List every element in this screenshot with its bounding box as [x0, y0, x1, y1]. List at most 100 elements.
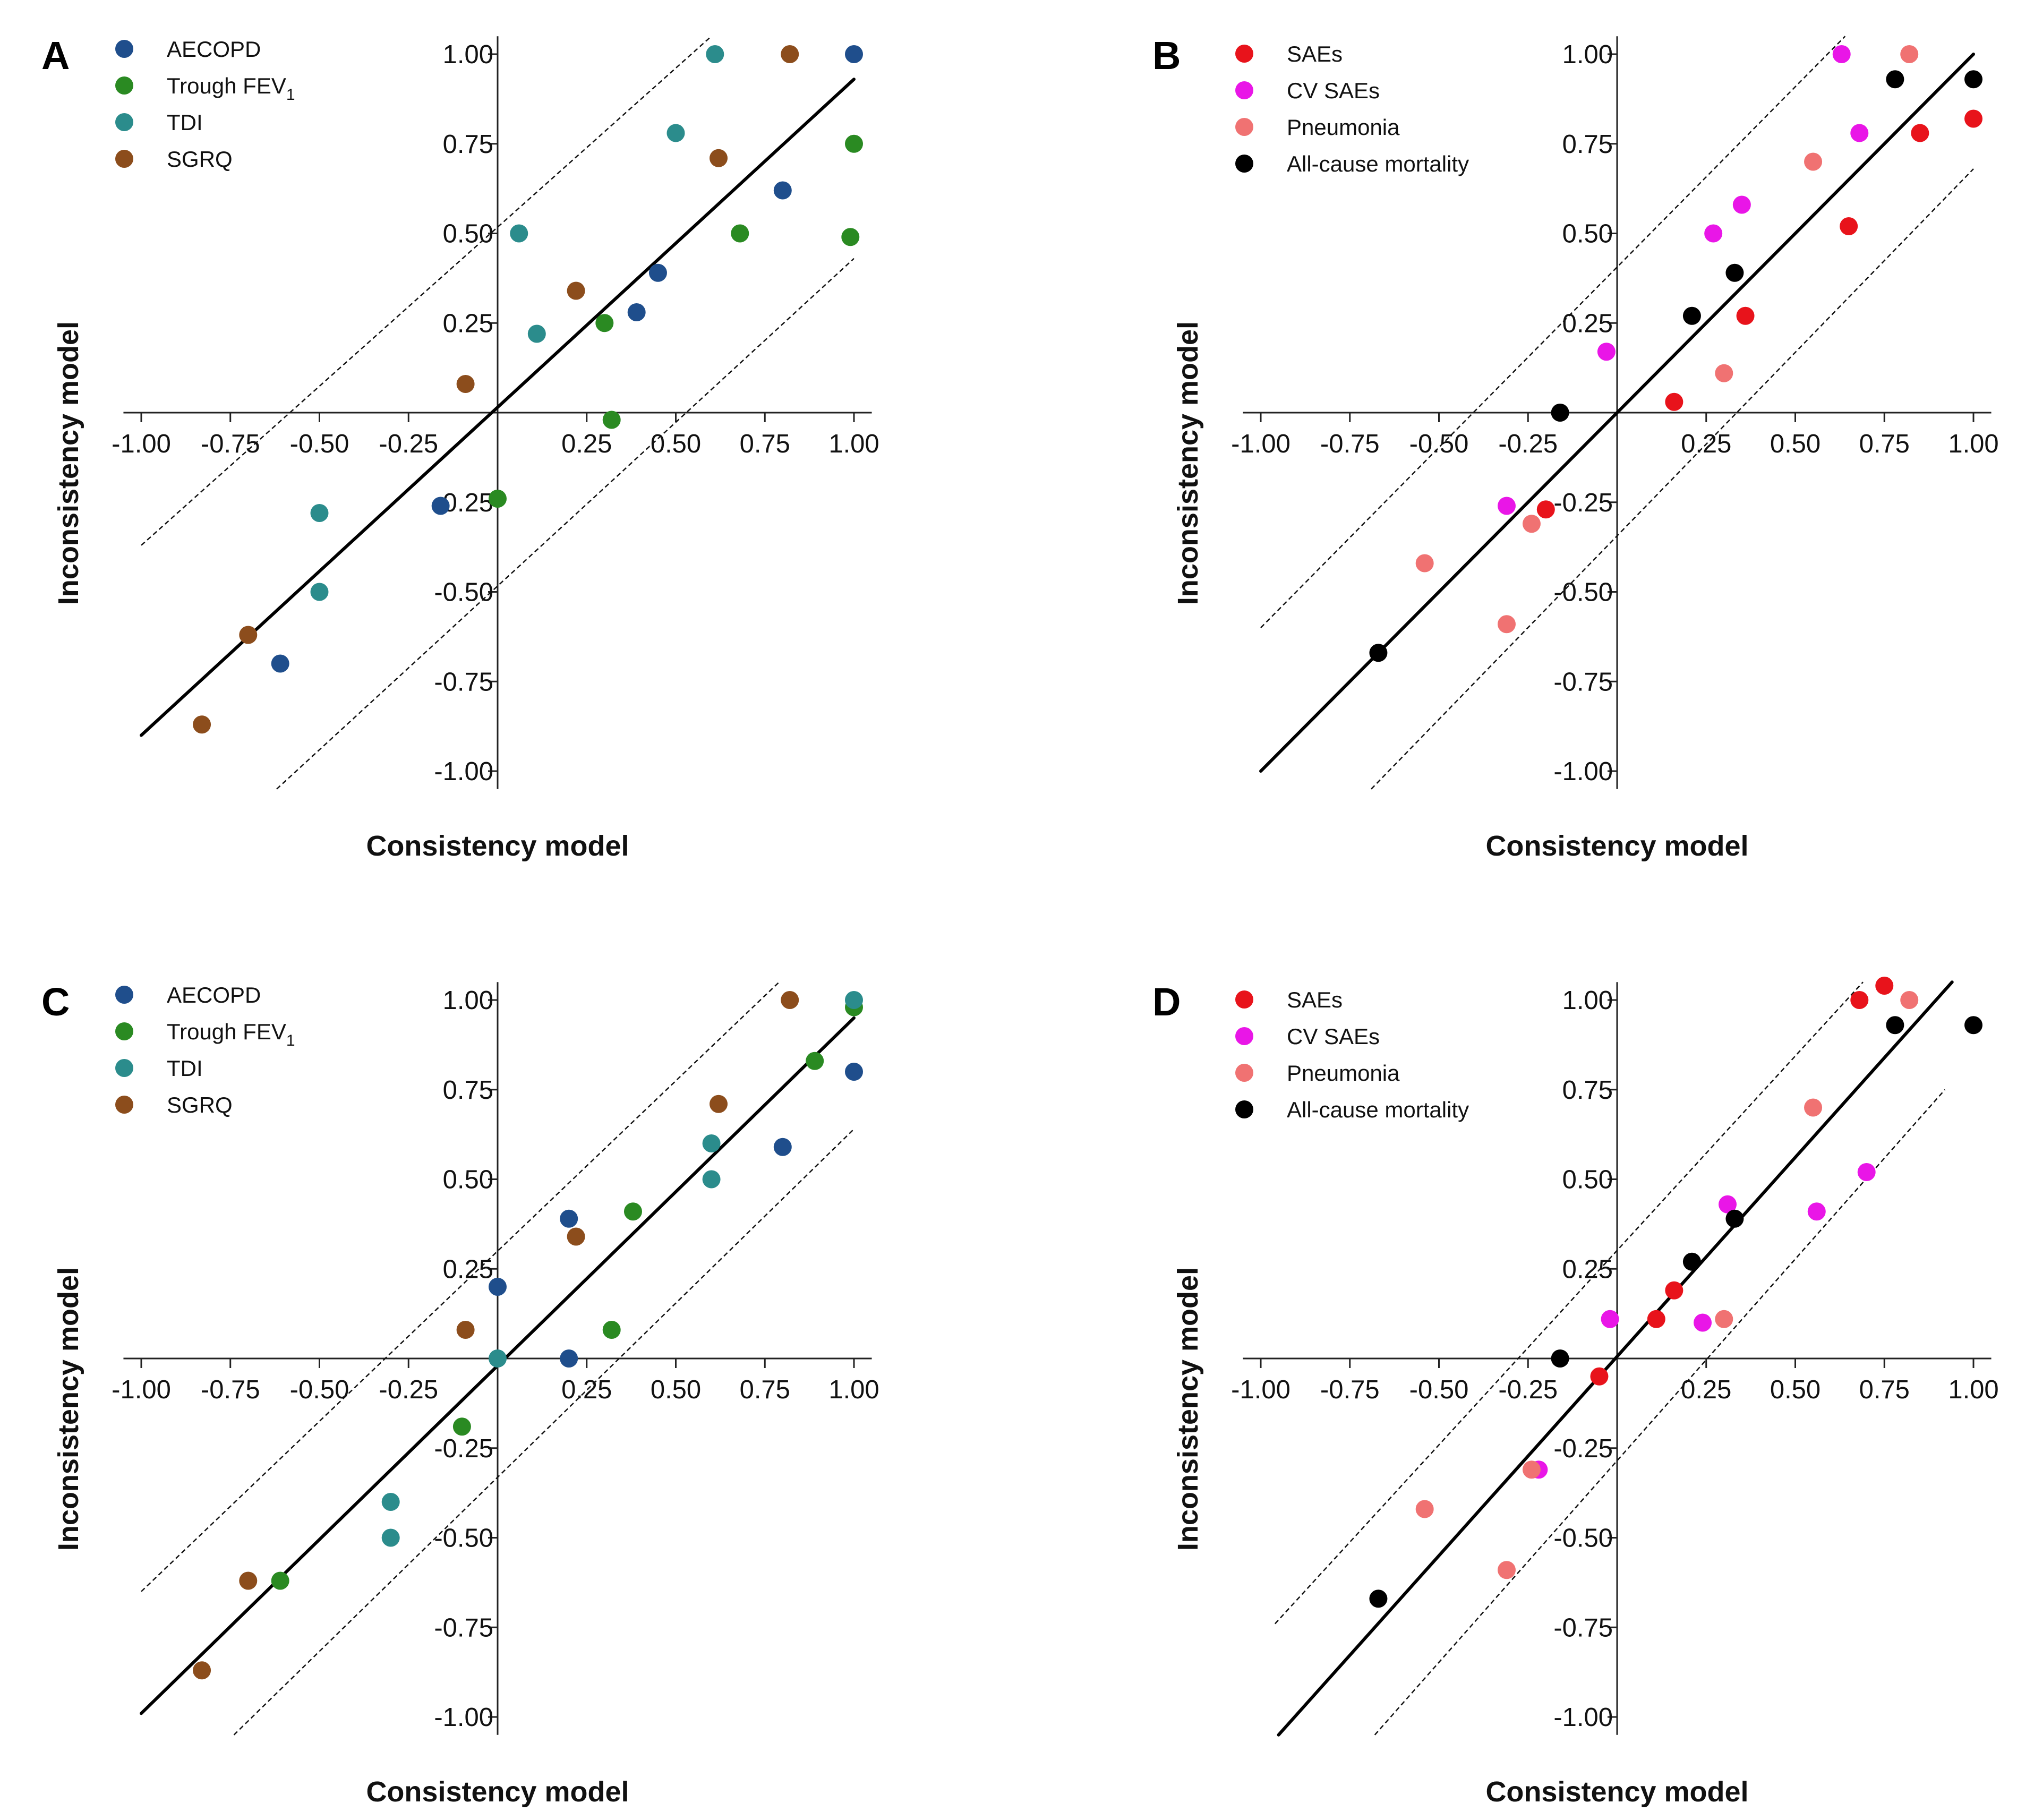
x-tick-label: 0.25	[561, 1375, 612, 1404]
legend-marker-tdi	[115, 1059, 133, 1077]
legend-label-aecopd: AECOPD	[167, 37, 261, 62]
legend-marker-all-cause-mortality	[1235, 155, 1253, 173]
x-tick-label: -0.50	[290, 430, 349, 458]
bound-dashed-line	[1374, 1089, 1946, 1736]
panel-d: -1.00 -0.75 -0.50 -0.25 0.25 0.50 0.75 1.00 1.00…	[1152, 977, 1999, 1808]
point-sgrq	[710, 1095, 728, 1113]
x-tick-label: -0.75	[1320, 1375, 1380, 1404]
point-cv-saes	[1601, 1310, 1619, 1328]
x-tick-label: -0.75	[201, 430, 260, 458]
point-trough-fev1	[489, 490, 507, 508]
point-aecopd	[271, 654, 289, 673]
legend-marker-sgrq	[115, 1096, 133, 1114]
point-tdi	[702, 1134, 721, 1152]
point-tdi	[527, 324, 546, 343]
legend-label-aecopd: AECOPD	[167, 982, 261, 1007]
y-tick-label: 1.00	[443, 986, 493, 1015]
x-tick-label: -1.00	[112, 1375, 171, 1404]
x-tick-label: -1.00	[1231, 430, 1291, 458]
point-saes	[1665, 392, 1683, 411]
x-tick-label: -1.00	[1231, 1375, 1291, 1404]
point-tdi	[845, 991, 863, 1009]
legend-marker-all-cause-mortality	[1235, 1100, 1253, 1118]
point-saes	[1840, 217, 1858, 235]
y-tick-label: -1.00	[434, 757, 493, 786]
y-tick-label: 0.25	[443, 1255, 493, 1284]
point-all-cause-mortality	[1551, 404, 1569, 422]
point-aecopd	[845, 1063, 863, 1081]
point-aecopd	[773, 1138, 792, 1156]
point-aecopd	[773, 181, 792, 200]
panel-letter: D	[1152, 980, 1181, 1024]
x-tick-label: -0.50	[1409, 1375, 1469, 1404]
point-tdi	[702, 1170, 721, 1189]
x-tick-label: -0.75	[201, 1375, 260, 1404]
x-axis-title: Consistency model	[1485, 1776, 1748, 1808]
legend-marker-cv-saes	[1235, 81, 1253, 99]
point-cv-saes	[1732, 195, 1751, 214]
x-tick-label: -0.25	[1498, 430, 1558, 458]
y-tick-label: -0.50	[1553, 578, 1613, 607]
point-pneumonia	[1415, 554, 1434, 573]
point-tdi	[489, 1349, 507, 1368]
y-tick-label: -0.75	[1553, 668, 1613, 696]
y-tick-label: -1.00	[1553, 757, 1613, 786]
x-tick-label: 1.00	[828, 430, 879, 458]
point-sgrq	[567, 281, 585, 300]
point-tdi	[706, 45, 724, 63]
point-cv-saes	[1497, 497, 1516, 515]
bound-dashed-line	[1371, 168, 1974, 790]
point-cv-saes	[1719, 1195, 1737, 1214]
y-tick-label: 0.50	[1562, 220, 1613, 249]
legend-label-all-cause-mortality: All-cause mortality	[1287, 151, 1469, 176]
point-all-cause-mortality	[1964, 1016, 1982, 1035]
panel-letter: A	[41, 33, 70, 78]
point-aecopd	[845, 45, 863, 63]
x-axis-title: Consistency model	[366, 1776, 629, 1808]
x-tick-label: 0.75	[1859, 430, 1910, 458]
point-sgrq	[239, 1571, 258, 1590]
point-all-cause-mortality	[1886, 70, 1904, 89]
point-tdi	[310, 504, 329, 522]
y-tick-label: 0.25	[1562, 1255, 1613, 1284]
bound-dashed-line	[1260, 36, 1846, 628]
point-sgrq	[193, 1661, 211, 1680]
y-tick-label: 0.75	[1562, 130, 1613, 159]
point-all-cause-mortality	[1369, 644, 1388, 662]
legend-label-sgrq: SGRQ	[167, 1092, 233, 1117]
point-cv-saes	[1694, 1313, 1712, 1332]
fit-line	[140, 78, 856, 737]
legend-marker-aecopd	[115, 986, 133, 1004]
point-pneumonia	[1900, 45, 1919, 63]
point-tdi	[381, 1528, 400, 1547]
legend-label-saes: SAEs	[1287, 41, 1343, 66]
point-trough-fev1	[845, 134, 863, 153]
point-pneumonia	[1804, 1098, 1823, 1117]
point-cv-saes	[1807, 1202, 1826, 1221]
point-sgrq	[567, 1227, 585, 1246]
point-pneumonia	[1715, 1310, 1733, 1328]
y-tick-label: 1.00	[443, 40, 493, 69]
y-tick-label: -0.25	[1553, 1434, 1613, 1463]
legend-subscript: 1	[286, 86, 295, 104]
legend-marker-pneumonia	[1235, 1064, 1253, 1082]
point-aecopd	[489, 1278, 507, 1296]
point-trough-fev1	[602, 1321, 621, 1339]
y-tick-label: 0.50	[443, 220, 493, 249]
point-pneumonia	[1497, 1561, 1516, 1579]
y-tick-label: 1.00	[1562, 986, 1613, 1015]
point-all-cause-mortality	[1964, 70, 1982, 89]
point-trough-fev1	[806, 1052, 824, 1070]
point-sgrq	[781, 991, 799, 1009]
legend-marker-sgrq	[115, 150, 133, 168]
point-sgrq	[781, 45, 799, 63]
legend-label-pneumonia: Pneumonia	[1287, 115, 1400, 140]
legend-label-all-cause-mortality: All-cause mortality	[1287, 1097, 1469, 1122]
point-saes	[1647, 1310, 1665, 1328]
panel-letter: B	[1152, 33, 1181, 78]
point-saes	[1911, 124, 1929, 142]
point-trough-fev1	[271, 1571, 289, 1590]
legend-label-tdi: TDI	[167, 110, 203, 135]
x-tick-label: 0.75	[1859, 1375, 1910, 1404]
